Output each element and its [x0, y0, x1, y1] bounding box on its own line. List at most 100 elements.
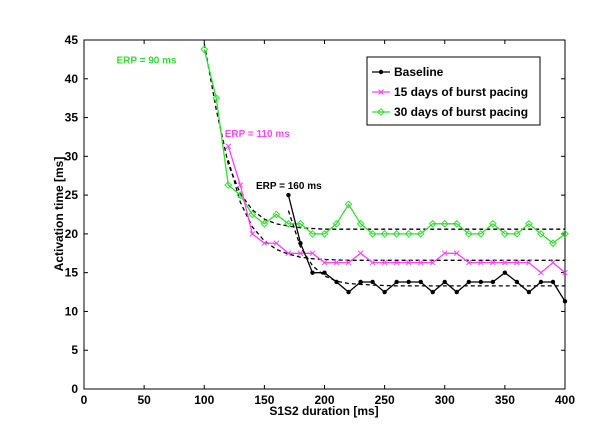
data-point: [394, 279, 399, 285]
y-tick-label: 35: [65, 111, 79, 125]
data-point: [332, 219, 341, 228]
data-point: [430, 289, 435, 295]
data-point: [393, 259, 400, 266]
data-point: [284, 219, 293, 228]
x-tick-label: 0: [81, 393, 88, 407]
data-point: [346, 289, 351, 295]
y-tick-label: 15: [65, 266, 79, 280]
data-point: [297, 250, 304, 257]
y-tick-label: 0: [71, 382, 78, 396]
erp-annotation: ERP = 160 ms: [256, 181, 322, 192]
data-point: [416, 229, 425, 238]
data-point: [465, 259, 472, 266]
data-point: [404, 229, 413, 238]
data-point: [382, 289, 387, 295]
data-point: [478, 279, 484, 285]
data-point: [525, 219, 533, 228]
data-point: [442, 279, 447, 285]
point-stroke: [465, 259, 472, 266]
legend-label: 15 days of burst pacing: [394, 85, 528, 99]
data-point: [488, 219, 497, 228]
data-point: [296, 219, 305, 228]
data-point: [550, 259, 556, 266]
data-point: [526, 259, 532, 266]
point-stroke: [550, 259, 556, 266]
data-point: [381, 259, 388, 266]
point-stroke: [429, 259, 436, 266]
data-point: [358, 279, 363, 285]
data-point: [333, 259, 340, 266]
data-point: [428, 219, 437, 228]
point-stroke: [393, 259, 400, 266]
fit-curve: [227, 160, 565, 261]
point-stroke: [357, 250, 364, 257]
point-stroke: [538, 269, 544, 276]
point-stroke: [225, 143, 232, 150]
data-point: [441, 250, 448, 257]
data-point: [561, 229, 569, 238]
data-point: [405, 259, 412, 266]
point-stroke: [285, 250, 292, 257]
data-point: [344, 200, 353, 209]
data-point: [368, 229, 377, 238]
point-stroke: [514, 259, 520, 266]
data-point: [320, 229, 329, 238]
erp-annotation: ERP = 90 ms: [116, 55, 177, 66]
data-point: [380, 229, 389, 238]
x-tick-label: 400: [555, 393, 575, 407]
data-point: [502, 259, 508, 266]
y-tick-label: 25: [65, 188, 79, 202]
point-stroke: [273, 240, 280, 247]
data-point: [298, 240, 303, 246]
legend-box: [366, 56, 541, 126]
data-point: [514, 259, 520, 266]
point-stroke: [562, 269, 568, 276]
x-tick-label: 200: [314, 393, 334, 407]
data-point: [440, 219, 449, 228]
data-point: [237, 182, 244, 188]
data-point: [512, 229, 521, 238]
data-point: [356, 219, 365, 228]
data-point: [322, 270, 327, 275]
data-point: [273, 240, 280, 247]
data-point: [537, 229, 545, 238]
series-baseline: [286, 192, 568, 304]
data-point: [464, 229, 473, 238]
series-line: [203, 49, 566, 245]
y-tick-label: 30: [65, 149, 79, 163]
legend-entry: 15 days of burst pacing: [372, 85, 528, 99]
series-line: [287, 194, 566, 302]
data-point: [502, 270, 508, 275]
point-stroke: [378, 89, 384, 95]
point-stroke: [333, 259, 340, 266]
x-tick-label: 100: [194, 393, 214, 407]
data-point: [200, 45, 209, 54]
series-15-days: [225, 143, 568, 276]
data-point: [562, 269, 568, 276]
data-point: [454, 289, 459, 295]
data-point: [392, 229, 401, 238]
x-tick-label: 300: [435, 393, 455, 407]
y-tick-label: 5: [71, 343, 78, 357]
data-point: [286, 192, 291, 198]
data-point: [466, 279, 471, 285]
x-axis-title: S1S2 duration [ms]: [269, 404, 378, 418]
data-point: [272, 210, 281, 219]
data-point: [225, 143, 232, 150]
x-tick-label: 50: [137, 393, 151, 407]
data-point: [453, 250, 460, 257]
erp-annotations: ERP = 90 ms ERP = 110 ms ERP = 160 ms: [116, 55, 322, 192]
x-tick-label: 350: [495, 393, 515, 407]
y-tick-label: 10: [65, 304, 79, 318]
data-point: [526, 289, 532, 295]
data-point: [406, 279, 411, 285]
x-tick-label: 250: [375, 393, 395, 407]
legend-label: Baseline: [394, 65, 444, 79]
data-point: [377, 108, 385, 116]
data-point: [321, 259, 328, 266]
data-point: [500, 229, 509, 238]
point-stroke: [526, 259, 532, 266]
point-stroke: [453, 250, 460, 257]
data-point: [357, 250, 364, 257]
